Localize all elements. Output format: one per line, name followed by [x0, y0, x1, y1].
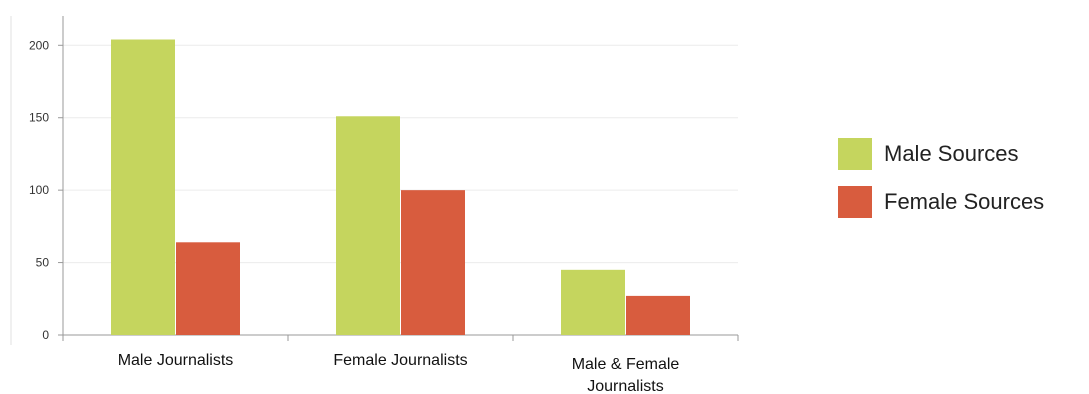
x-tick-label: Journalists — [587, 378, 663, 394]
bar-male-sources — [561, 269, 625, 335]
bar-chart: 0 50 100 150 200 Male Journalists Female Journ… — [10, 16, 739, 394]
y-tick-label: 200 — [29, 38, 49, 52]
bar-female-sources — [176, 242, 240, 335]
bar-female-sources — [401, 190, 465, 335]
y-tick-label: 100 — [29, 183, 49, 197]
legend-swatch-female-sources — [838, 186, 872, 218]
y-tick-label: 150 — [29, 111, 49, 125]
bar-male-sources — [336, 116, 400, 336]
y-tick-label: 0 — [42, 328, 49, 342]
legend-label-male-sources: Male Sources — [884, 141, 1019, 166]
legend-label-female-sources: Female Sources — [884, 189, 1045, 214]
legend-item-male-sources: Male Sources — [838, 130, 1044, 178]
x-tick-label: Female Journalists — [333, 352, 467, 369]
x-tick-label: Male Journalists — [118, 352, 234, 369]
bar-male-sources — [111, 39, 175, 335]
y-tick-label: 50 — [36, 256, 50, 270]
legend-item-female-sources: Female Sources — [838, 178, 1044, 226]
bar-female-sources — [626, 295, 690, 335]
legend-swatch-male-sources — [838, 138, 872, 170]
legend: Male Sources Female Sources — [838, 130, 1044, 226]
x-tick-label: Male & Female — [572, 356, 680, 373]
